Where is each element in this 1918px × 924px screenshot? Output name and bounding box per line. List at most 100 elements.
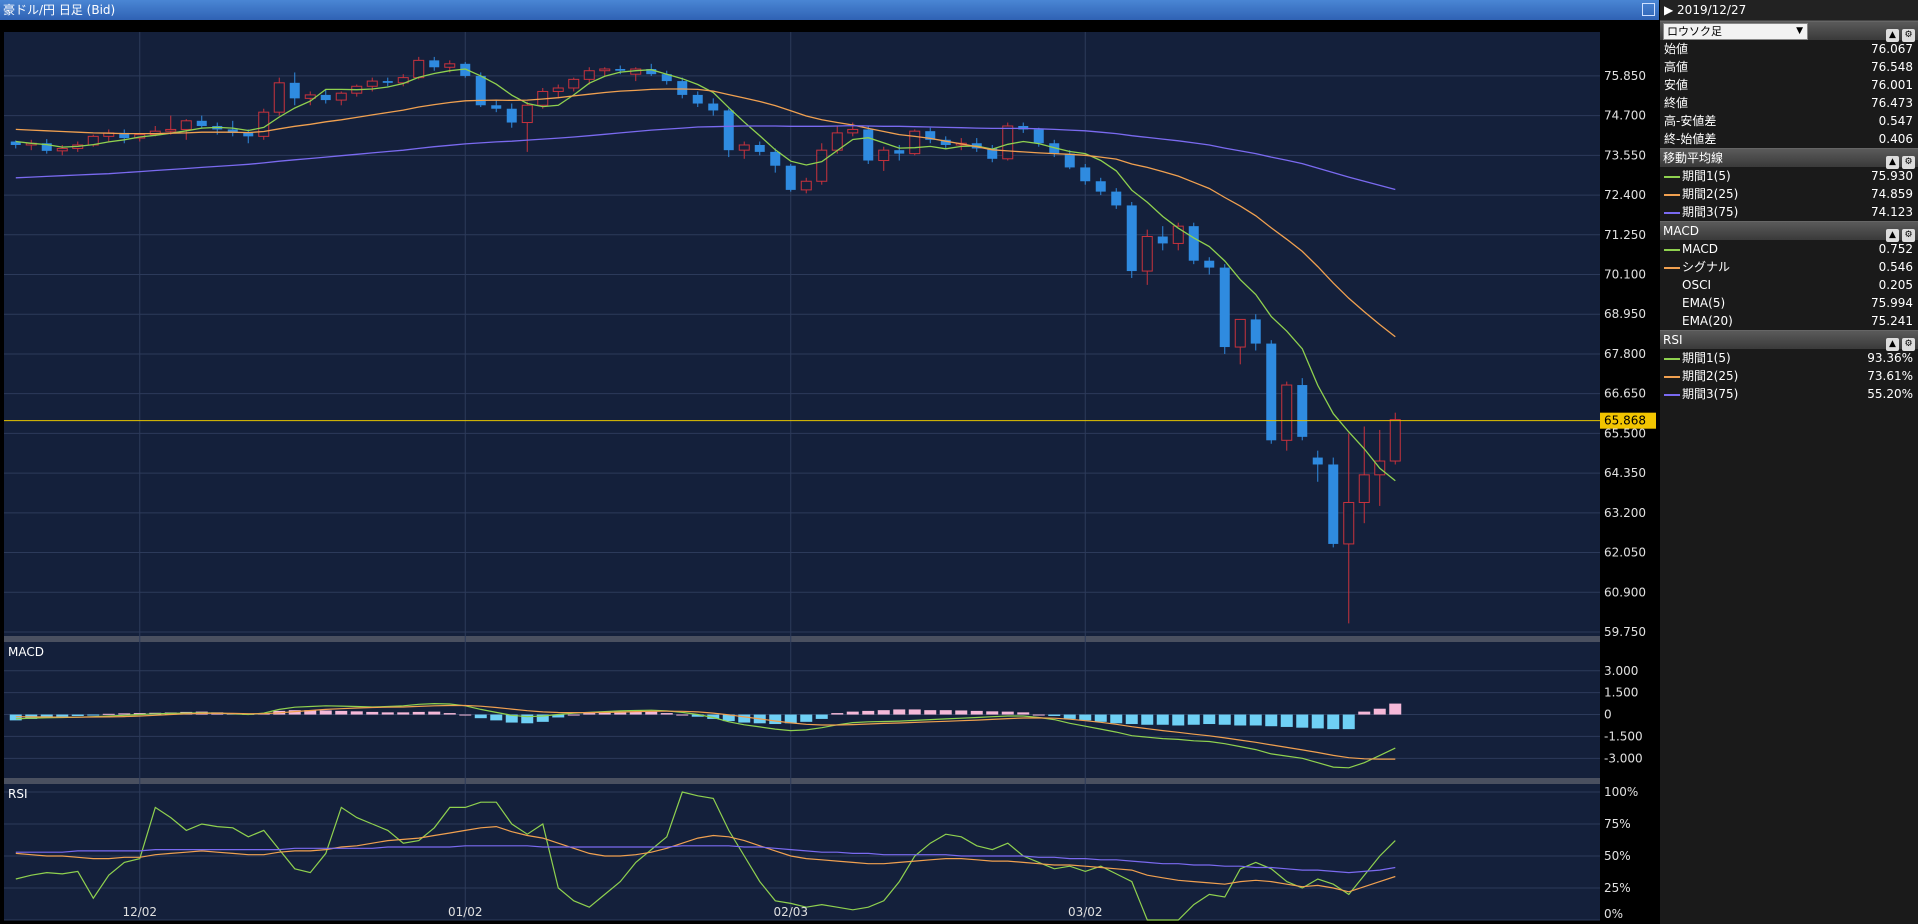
candle-body — [1172, 225, 1184, 244]
collapse-icon[interactable]: ▲ — [1886, 156, 1899, 169]
info-value: 75.241 — [1871, 314, 1913, 328]
axis-labels: 75.850 74.700 73.550 72.400 71.250 70.100 68.9… — [122, 69, 1646, 921]
price-tick-label: 73.550 — [1604, 148, 1646, 162]
osci-bar — [412, 711, 425, 715]
candle-body — [521, 104, 533, 124]
osci-bar — [87, 714, 100, 716]
candle-body — [723, 110, 734, 151]
info-label: 終値 — [1664, 94, 1688, 112]
candle-body — [1126, 205, 1137, 272]
osci-bar — [552, 714, 565, 718]
osci-bar — [691, 714, 704, 717]
macd-tick-label: 3.000 — [1604, 664, 1638, 678]
osci-bar — [1079, 714, 1092, 721]
info-value: 74.123 — [1871, 205, 1913, 219]
gear-icon[interactable]: ⚙ — [1902, 29, 1915, 42]
info-value: 74.859 — [1871, 187, 1913, 201]
chart-type-select[interactable]: ロウソク足 ▼ — [1663, 23, 1808, 40]
osci-bar — [784, 714, 797, 724]
osci-bar — [722, 714, 735, 722]
osci-bar — [459, 714, 472, 716]
macd-tick-label: 1.500 — [1604, 686, 1638, 700]
rsi-tick-label: 25% — [1604, 881, 1631, 895]
gear-icon[interactable]: ⚙ — [1902, 338, 1915, 351]
ohlc-list: 始値 76.067 高値 76.548 安値 76.001 終値 76.473 高-安値差 0.5… — [1660, 40, 1918, 148]
panel-splitter[interactable] — [4, 778, 1600, 784]
osci-bar — [71, 714, 84, 716]
ma-list: 期間1(5) 75.930 期間2(25) 74.859 期間3(75) 74.123 — [1660, 167, 1918, 221]
osci-bar — [56, 714, 69, 717]
price-panel: 65.868 — [4, 56, 1656, 624]
macd-plot-background — [4, 642, 1600, 778]
candle-body — [754, 144, 765, 152]
line-swatch — [1664, 266, 1680, 269]
info-label-text: MACD — [1682, 242, 1718, 256]
info-row: 期間2(25) 73.61% — [1660, 367, 1918, 385]
date-tick-label: 02/03 — [773, 905, 808, 919]
date-tick-label: 12/02 — [122, 905, 157, 919]
info-row: 始値 76.067 — [1660, 40, 1918, 58]
osci-bar — [924, 710, 937, 715]
osci-bar — [397, 712, 410, 715]
info-row: EMA(5) 75.994 — [1660, 294, 1918, 312]
candle-body — [847, 128, 859, 134]
info-label-text: 期間1(5) — [1682, 351, 1731, 365]
osci-bar — [800, 714, 813, 722]
candle-body — [1219, 267, 1230, 348]
window-titlebar: 豪ドル/円 日足 (Bid) — [0, 0, 1659, 20]
candle-body — [1064, 153, 1075, 168]
info-label: EMA(20) — [1664, 312, 1733, 330]
info-value: 76.548 — [1871, 60, 1913, 74]
collapse-icon[interactable]: ▲ — [1886, 229, 1899, 242]
macd-header: MACD ▲ ⚙ — [1660, 221, 1918, 242]
macd-tick-label: 0 — [1604, 708, 1612, 722]
price-tick-label: 72.400 — [1604, 188, 1646, 202]
osci-bar — [521, 714, 534, 724]
candle-body — [1234, 318, 1246, 348]
osci-bar — [1141, 714, 1154, 725]
candle-body — [1250, 319, 1261, 344]
osci-bar — [877, 710, 890, 715]
info-label: 終-始値差 — [1664, 130, 1716, 148]
info-label-text: EMA(5) — [1682, 296, 1726, 310]
osci-bar — [1063, 714, 1076, 719]
cursor-date: 2019/12/27 — [1677, 3, 1747, 17]
info-value: 0.205 — [1878, 278, 1913, 292]
chart-area[interactable]: 65.868 MACD RSI 75.850 74.700 73.550 72.400… — [0, 20, 1659, 924]
line-swatch — [1664, 175, 1680, 178]
candle-body — [1033, 129, 1044, 144]
candle-body — [491, 105, 502, 109]
info-label-text: 期間3(75) — [1682, 205, 1739, 219]
info-label: 高-安値差 — [1664, 112, 1716, 130]
info-row: EMA(20) 75.241 — [1660, 312, 1918, 330]
osci-bar — [319, 710, 332, 715]
price-tick-label: 63.200 — [1604, 506, 1646, 520]
osci-bar — [288, 710, 301, 715]
info-value: 76.473 — [1871, 96, 1913, 110]
restore-window-icon[interactable] — [1642, 3, 1655, 16]
line-swatch — [1664, 375, 1680, 378]
collapse-icon[interactable]: ▲ — [1886, 29, 1899, 42]
info-label: 安値 — [1664, 76, 1688, 94]
price-tick-label: 59.750 — [1604, 625, 1646, 639]
rsi-line — [15, 845, 1396, 874]
price-tick-label: 60.900 — [1604, 585, 1646, 599]
candle-body — [987, 148, 998, 159]
candle-body — [925, 131, 936, 140]
osci-bar — [536, 714, 549, 722]
osci-bar — [1342, 714, 1355, 730]
osci-bar — [583, 713, 596, 715]
candle-body — [785, 165, 796, 190]
gear-icon[interactable]: ⚙ — [1902, 229, 1915, 242]
candle-body — [56, 147, 68, 152]
osci-bar — [490, 714, 503, 721]
rsi-plot-background — [4, 784, 1600, 920]
candle-body — [1188, 226, 1199, 261]
panel-splitter[interactable] — [4, 636, 1600, 642]
rsi-tick-label: 50% — [1604, 849, 1631, 863]
gear-icon[interactable]: ⚙ — [1902, 156, 1915, 169]
candle-body — [1328, 464, 1339, 544]
collapse-icon[interactable]: ▲ — [1886, 338, 1899, 351]
info-label: OSCI — [1664, 276, 1711, 294]
info-label-text: シグナル — [1682, 260, 1731, 274]
